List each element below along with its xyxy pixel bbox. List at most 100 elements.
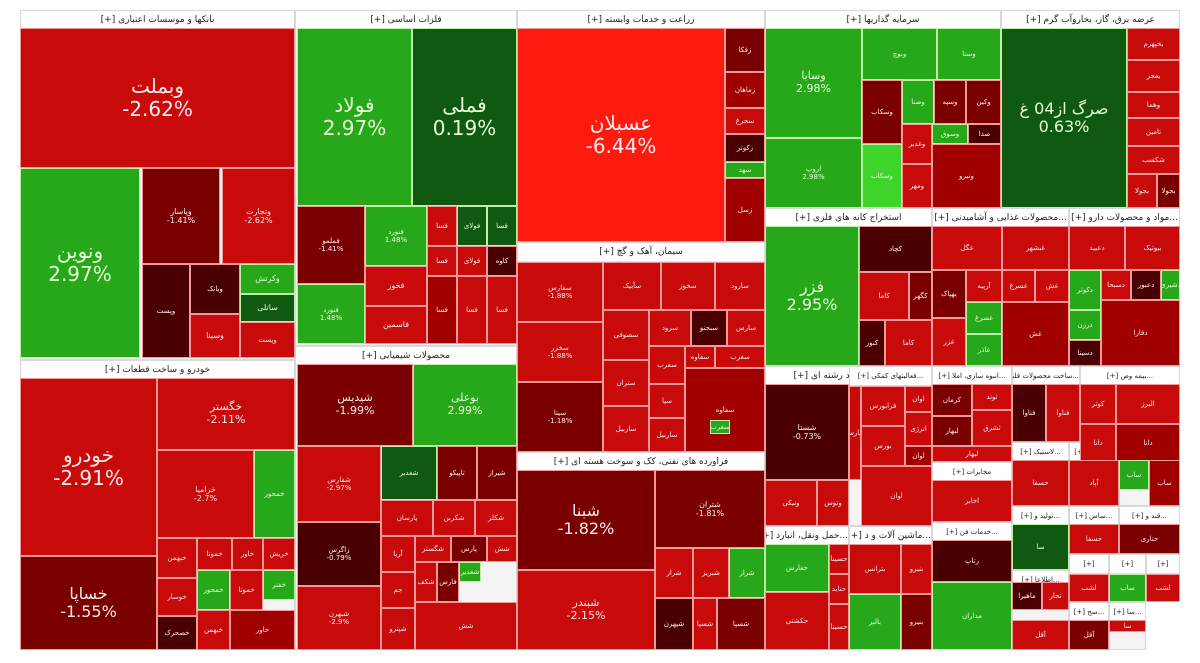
- stock-tile[interactable]: فناوا: [1012, 384, 1046, 442]
- stock-tile[interactable]: سبجنو: [691, 310, 727, 346]
- stock-tile[interactable]: اوان: [861, 466, 932, 526]
- sector-title-expand[interactable]: سیمان، آهک و گچ [+]: [518, 243, 764, 262]
- stock-tile[interactable]: شبهرن -2.9%: [297, 586, 381, 650]
- stock-tile[interactable]: فولاد 2.97%: [297, 28, 412, 206]
- stock-tile[interactable]: زاگرس -0.79%: [297, 522, 381, 586]
- stock-tile[interactable]: اروپ 2.98%: [765, 138, 862, 208]
- stock-tile[interactable]: اخابر: [932, 480, 1012, 522]
- stock-tile[interactable]: مداران: [932, 582, 1012, 650]
- stock-tile[interactable]: ساربیل: [603, 406, 649, 452]
- stock-tile[interactable]: خریش: [263, 538, 295, 570]
- stock-tile[interactable]: رتاپ: [932, 540, 1012, 582]
- stock-tile[interactable]: خمحور: [197, 570, 230, 610]
- stock-tile[interactable]: شگستر: [415, 536, 451, 562]
- stock-tile[interactable]: خاور: [230, 610, 295, 650]
- stock-tile[interactable]: شفارس -2.97%: [297, 446, 381, 522]
- stock-tile[interactable]: وسکاب: [862, 80, 902, 144]
- stock-tile[interactable]: خوسار: [157, 578, 197, 616]
- stock-tile[interactable]: فخوز: [365, 266, 427, 306]
- stock-tile[interactable]: ونیرو: [932, 144, 1001, 208]
- stock-tile[interactable]: شپدیس -1.99%: [297, 364, 413, 446]
- stock-tile[interactable]: شکف: [415, 562, 437, 602]
- stock-tile[interactable]: دکوثر: [1069, 270, 1101, 310]
- stock-tile[interactable]: حسفا: [1069, 524, 1119, 554]
- stock-tile[interactable]: بالبر: [849, 594, 901, 650]
- stock-tile[interactable]: فنورد 1.48%: [297, 284, 365, 344]
- stock-tile[interactable]: جم: [381, 572, 415, 608]
- stock-tile[interactable]: دسینا: [1069, 340, 1101, 366]
- stock-tile[interactable]: خموتا: [230, 570, 263, 610]
- stock-tile[interactable]: فارس: [437, 562, 459, 602]
- stock-tile[interactable]: ستران: [603, 360, 649, 406]
- stock-tile[interactable]: شش: [487, 536, 517, 562]
- stock-tile[interactable]: سغرب: [710, 420, 730, 434]
- stock-tile[interactable]: شراز: [655, 548, 693, 598]
- stock-tile[interactable]: خبهمن: [157, 538, 197, 578]
- stock-tile[interactable]: سعرب: [649, 346, 685, 384]
- stock-tile[interactable]: کاما: [885, 320, 932, 366]
- stock-tile[interactable]: ماهیرا: [1012, 582, 1042, 610]
- sector-title-expand[interactable]: [+]: [1110, 555, 1145, 574]
- stock-tile[interactable]: کگهر: [909, 272, 932, 320]
- stock-tile[interactable]: البرز: [1116, 384, 1180, 424]
- stock-tile[interactable]: صرگ از04 غ 0.63%: [1001, 28, 1127, 208]
- stock-tile[interactable]: تاپیکو: [437, 446, 477, 500]
- stock-tile[interactable]: آرپیه: [966, 270, 1002, 302]
- stock-tile[interactable]: وپست: [240, 322, 295, 358]
- stock-tile[interactable]: شبریز: [693, 548, 729, 598]
- stock-tile[interactable]: سفارس -1.88%: [517, 262, 603, 322]
- stock-tile[interactable]: وسنا: [937, 28, 1001, 80]
- stock-tile[interactable]: شسپا: [717, 598, 765, 650]
- stock-tile[interactable]: سجرغ: [725, 108, 765, 134]
- stock-tile[interactable]: انرژی: [905, 412, 932, 446]
- stock-tile[interactable]: شش: [415, 602, 517, 650]
- stock-tile[interactable]: بخپهرم: [1127, 28, 1180, 60]
- stock-tile[interactable]: درزن: [1069, 310, 1101, 340]
- stock-tile[interactable]: سارس: [727, 310, 765, 346]
- stock-tile[interactable]: فاسمین: [365, 306, 427, 344]
- sector-title-expand[interactable]: [+]: [1147, 555, 1179, 574]
- stock-tile[interactable]: آپاد: [1069, 460, 1119, 506]
- stock-tile[interactable]: وبملت -2.62%: [20, 28, 295, 168]
- stock-tile[interactable]: خزامیا -2.7%: [157, 450, 254, 538]
- stock-tile[interactable]: پارس: [451, 536, 487, 562]
- stock-tile[interactable]: خمحور: [254, 450, 295, 538]
- stock-tile[interactable]: آریا: [381, 536, 415, 572]
- stock-tile[interactable]: حسینا: [829, 544, 849, 574]
- stock-tile[interactable]: بجولا: [1157, 174, 1180, 208]
- stock-tile[interactable]: ساتلی: [240, 294, 295, 322]
- stock-tile[interactable]: کاما: [859, 272, 909, 320]
- stock-tile[interactable]: غش: [1002, 302, 1069, 366]
- stock-tile[interactable]: دسبحا: [1101, 270, 1131, 300]
- stock-tile[interactable]: کنور: [859, 320, 885, 366]
- stock-tile[interactable]: شغدیر: [459, 562, 481, 582]
- stock-tile[interactable]: دفارا: [1101, 300, 1180, 366]
- stock-tile[interactable]: شپترو: [381, 608, 415, 650]
- stock-tile[interactable]: کوثر: [1080, 384, 1116, 424]
- stock-tile[interactable]: وهما: [1127, 92, 1180, 118]
- stock-tile[interactable]: سهد: [725, 162, 765, 178]
- stock-tile[interactable]: فنورد 1.48%: [365, 206, 427, 266]
- stock-tile[interactable]: حسفا: [1012, 460, 1069, 506]
- stock-tile[interactable]: لبهار: [932, 446, 1012, 462]
- stock-tile[interactable]: وسکاب: [862, 144, 902, 208]
- stock-tile[interactable]: دانا: [1080, 424, 1116, 462]
- stock-tile[interactable]: فسا: [457, 276, 487, 344]
- stock-tile[interactable]: تجار: [1042, 582, 1069, 610]
- stock-tile[interactable]: لشب: [1069, 574, 1109, 602]
- stock-tile[interactable]: ومهر: [902, 164, 932, 208]
- stock-tile[interactable]: شبنا -1.82%: [517, 470, 655, 570]
- stock-tile[interactable]: بهپاک: [932, 270, 966, 318]
- stock-tile[interactable]: فناوا: [1046, 384, 1080, 442]
- stock-tile[interactable]: وبوچ: [862, 28, 937, 80]
- stock-tile[interactable]: خاور: [232, 538, 263, 570]
- stock-tile[interactable]: کرمان: [932, 384, 972, 416]
- stock-tile[interactable]: بنیرو: [901, 544, 932, 594]
- stock-tile[interactable]: وتوس: [817, 480, 849, 526]
- stock-tile[interactable]: سغرب: [715, 346, 765, 368]
- stock-tile[interactable]: ثوند: [972, 384, 1012, 410]
- stock-tile[interactable]: آقل: [1069, 620, 1109, 650]
- stock-tile[interactable]: دعبور: [1131, 270, 1161, 300]
- stock-tile[interactable]: فرابورس: [861, 386, 905, 426]
- stock-tile[interactable]: بجولا: [1127, 174, 1157, 208]
